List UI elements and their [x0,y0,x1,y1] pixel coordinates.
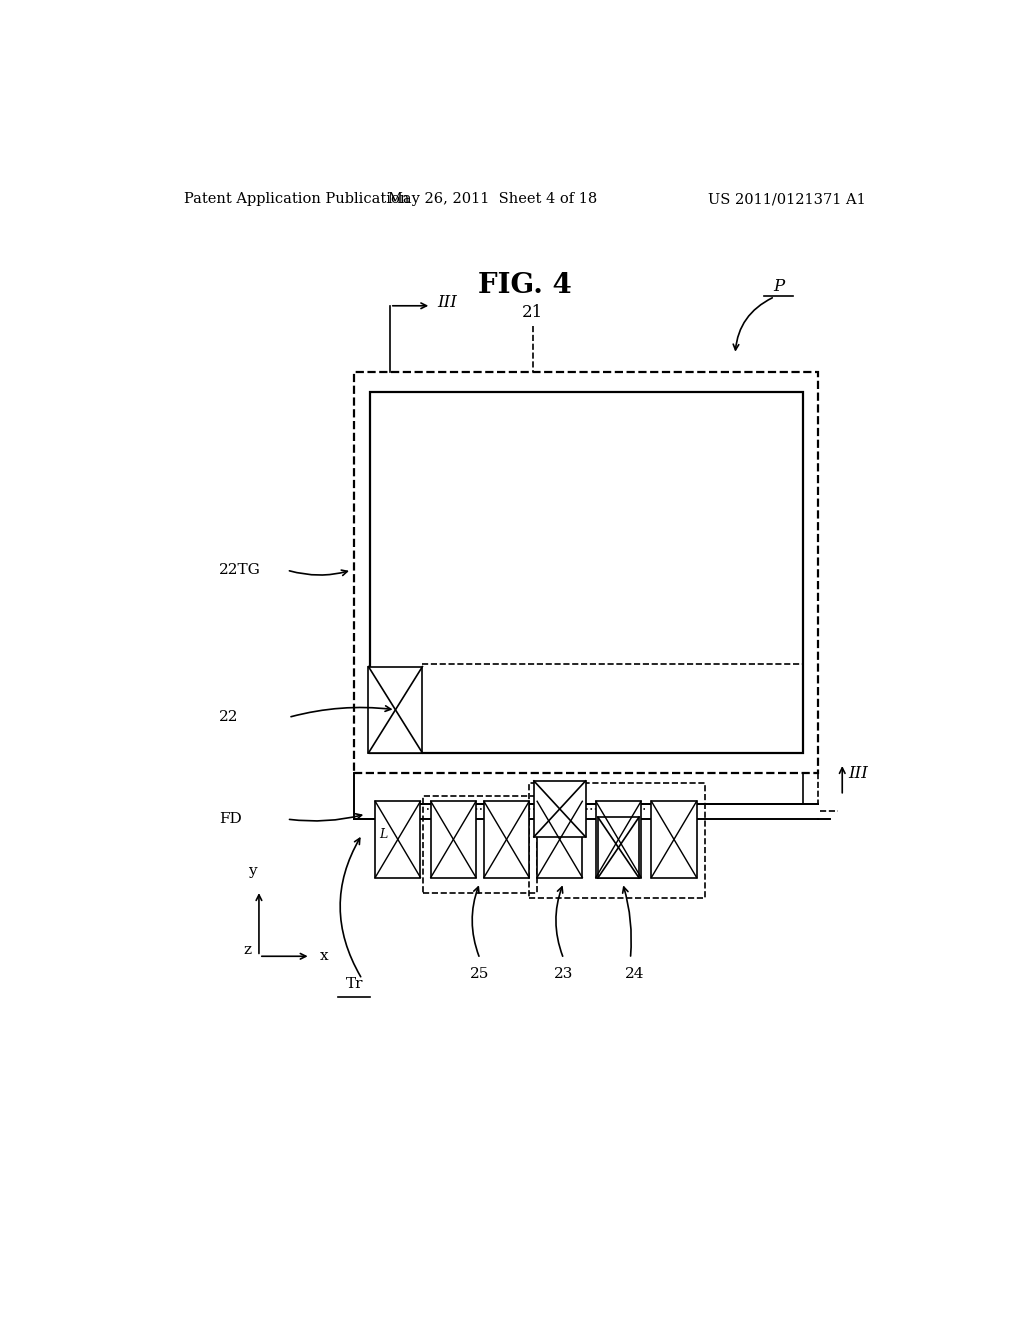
Bar [651,801,696,878]
Text: 22TG: 22TG [219,564,261,577]
Text: III: III [437,294,458,312]
Text: 25: 25 [470,968,489,981]
Text: Tr: Tr [345,977,362,991]
Text: Patent Application Publication: Patent Application Publication [183,191,409,206]
Bar [369,667,423,752]
Bar [538,801,583,878]
Bar [534,781,586,837]
Text: P: P [773,279,784,294]
Text: 22: 22 [219,710,239,725]
Text: 21: 21 [522,304,544,321]
Text: y: y [248,865,257,878]
Text: US 2011/0121371 A1: US 2011/0121371 A1 [709,191,866,206]
Text: 23: 23 [554,968,573,981]
Bar [529,784,705,898]
Text: May 26, 2011  Sheet 4 of 18: May 26, 2011 Sheet 4 of 18 [388,191,598,206]
Text: III: III [849,764,868,781]
Text: FD: FD [219,812,242,826]
Bar [596,801,641,878]
Bar [370,392,803,752]
Text: z: z [243,944,251,957]
Text: FIG. 4: FIG. 4 [478,272,571,298]
Bar [484,801,529,878]
Text: x: x [321,949,329,964]
Bar [598,817,639,878]
Bar [375,801,421,878]
Text: L: L [379,828,387,841]
Text: 24: 24 [625,968,644,981]
Bar [431,801,476,878]
Bar [354,372,818,774]
Bar [423,796,538,892]
